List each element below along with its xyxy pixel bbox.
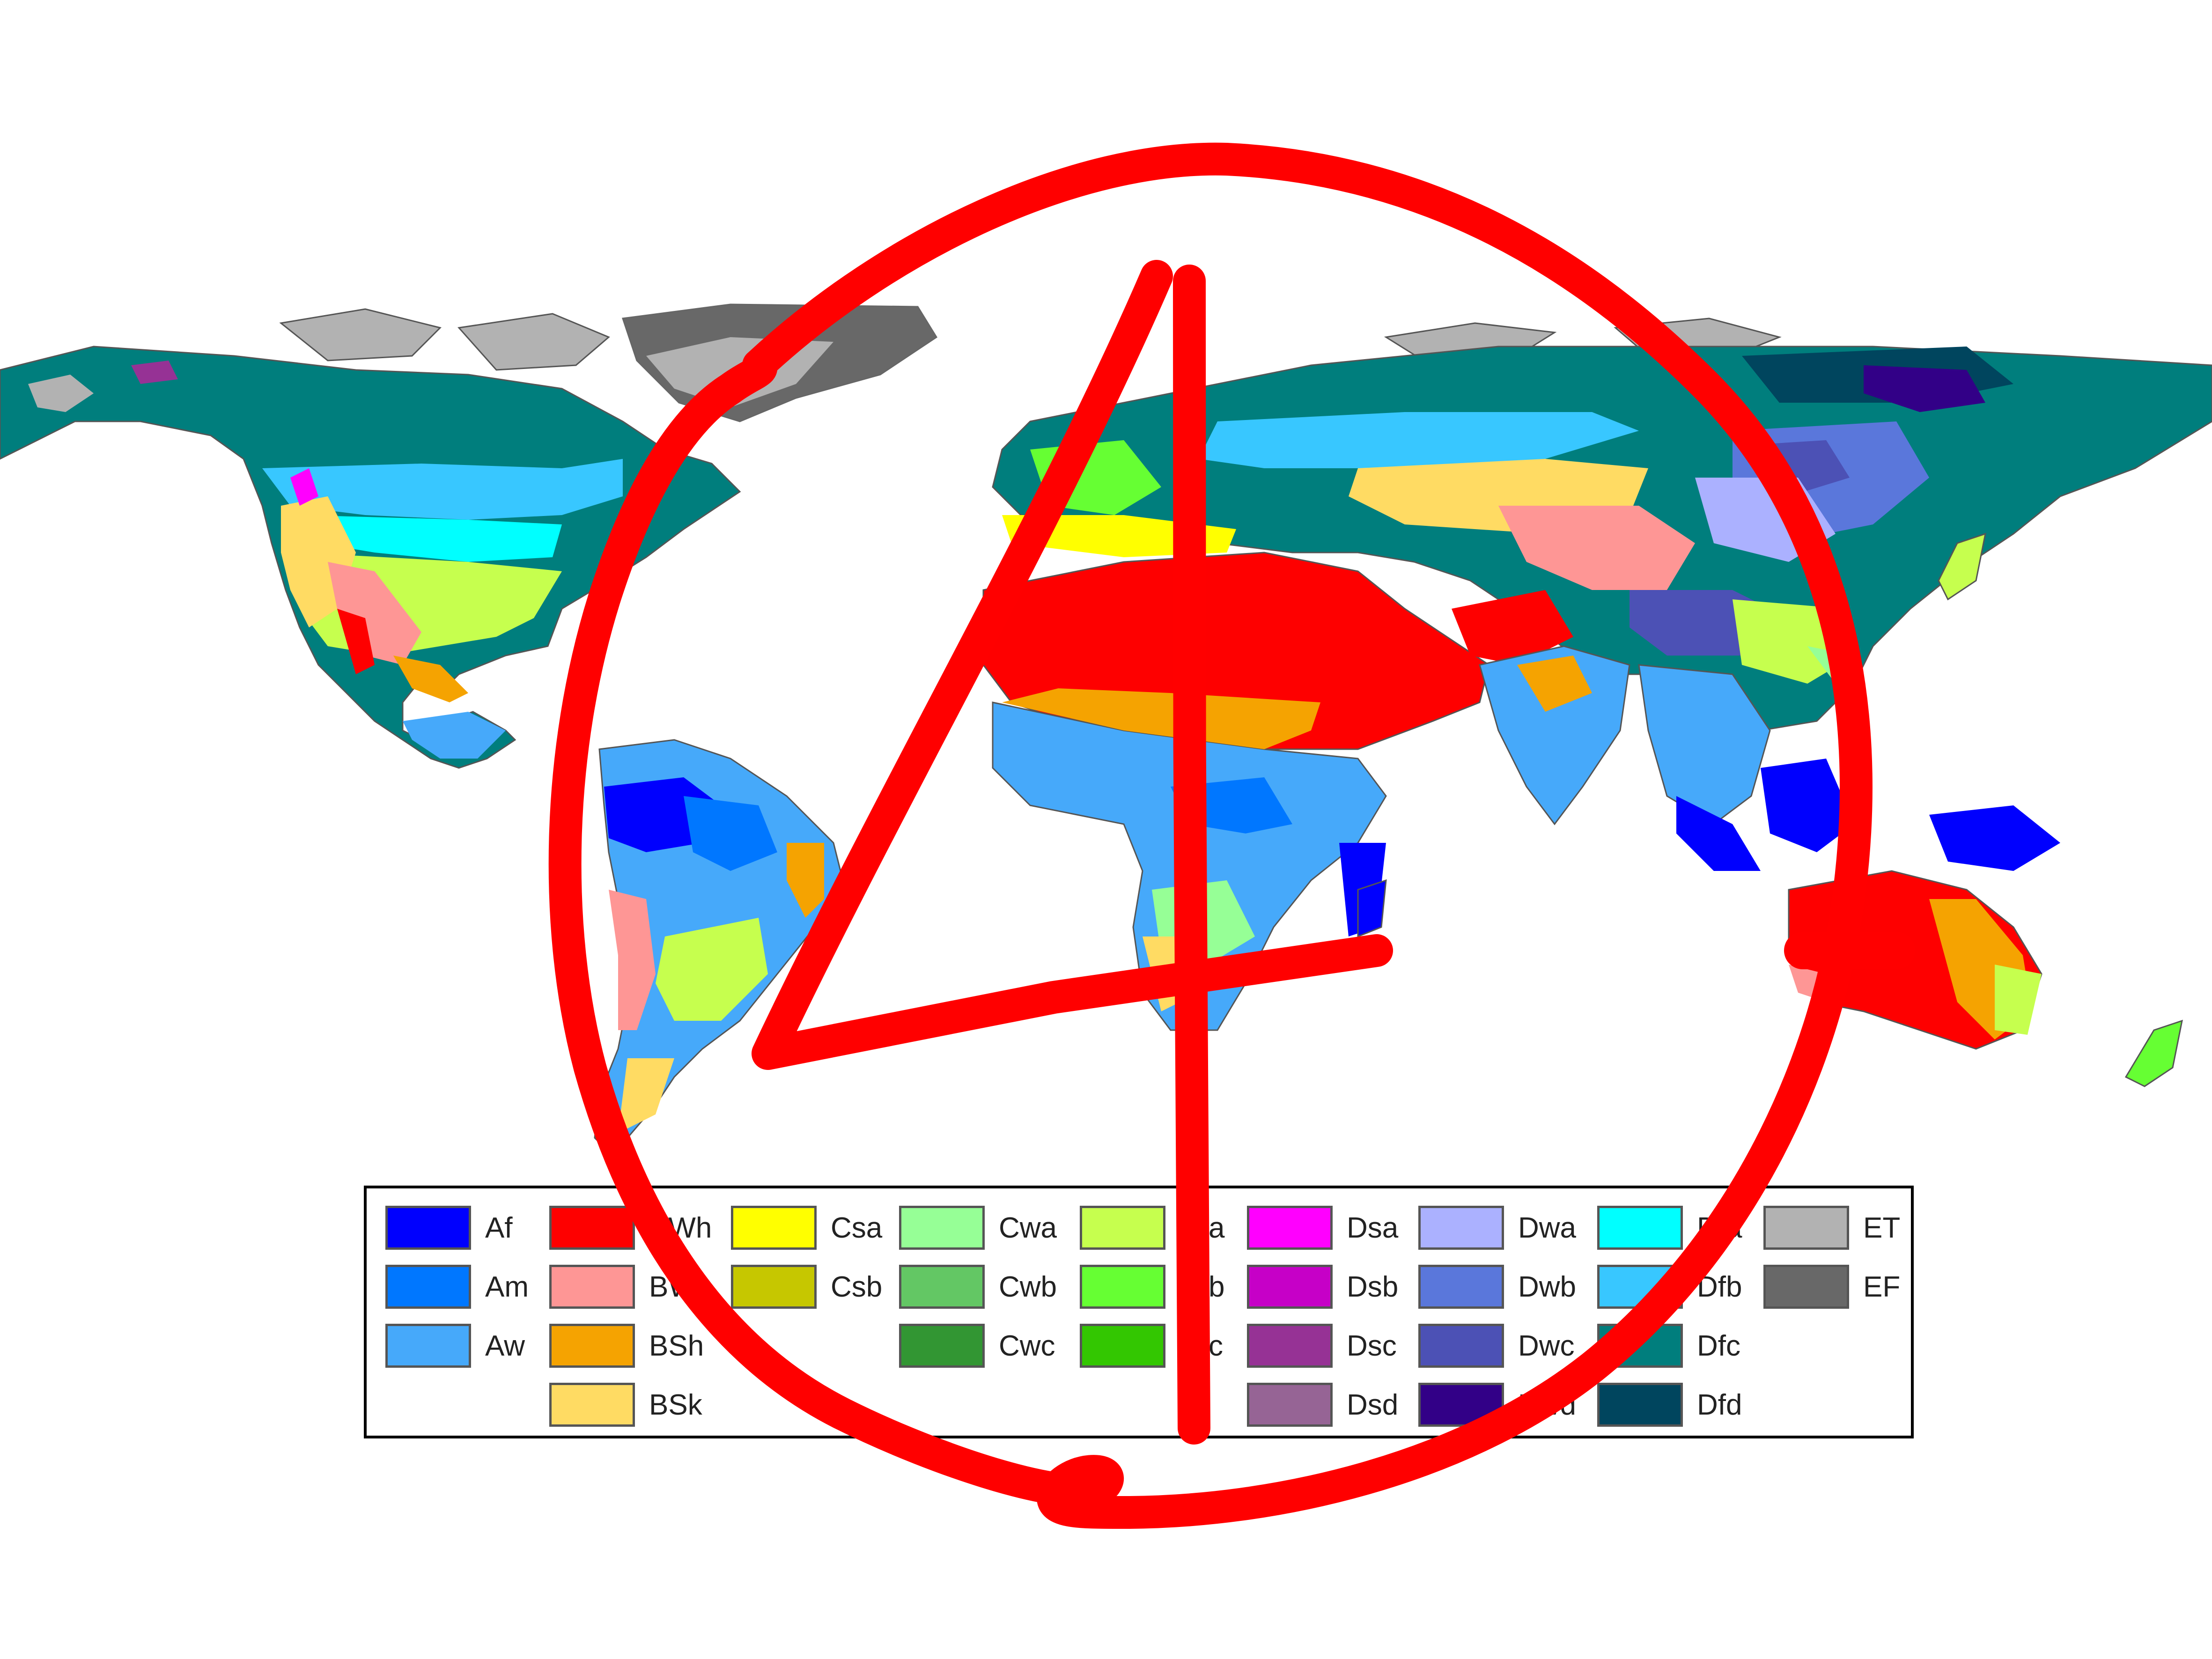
legend-label: BSk	[649, 1388, 702, 1421]
legend-item-dfd: Dfd	[1597, 1381, 1742, 1428]
legend-label: Aw	[485, 1329, 525, 1362]
legend-item-aw: Aw	[385, 1322, 525, 1369]
legend-label: Cwa	[999, 1211, 1057, 1244]
legend-label: EF	[1863, 1270, 1901, 1303]
legend-label: Csb	[831, 1270, 883, 1303]
legend-swatch	[1247, 1324, 1333, 1368]
legend-item-csa: Csa	[731, 1204, 882, 1251]
legend-label: BWk	[649, 1270, 710, 1303]
legend-label: Am	[485, 1270, 529, 1303]
legend-label: Dsd	[1347, 1388, 1399, 1421]
legend-swatch	[1247, 1383, 1333, 1427]
legend-swatch	[1763, 1206, 1849, 1250]
legend-swatch	[1597, 1206, 1683, 1250]
legend-item-et: ET	[1763, 1204, 1900, 1251]
legend-swatch	[1418, 1383, 1504, 1427]
legend-label: Cfb	[1180, 1270, 1225, 1303]
legend-label: Cfc	[1180, 1329, 1223, 1362]
legend-swatch	[1418, 1324, 1504, 1368]
legend-swatch	[549, 1206, 635, 1250]
legend-swatch	[1080, 1324, 1165, 1368]
legend-swatch	[899, 1206, 985, 1250]
legend-item-dfc: Dfc	[1597, 1322, 1740, 1369]
legend-item-dfb: Dfb	[1597, 1263, 1742, 1310]
legend-item-cfa: Cfa	[1080, 1204, 1224, 1251]
legend-item-bwh: BWh	[549, 1204, 712, 1251]
legend-swatch	[1247, 1265, 1333, 1309]
legend-swatch	[549, 1324, 635, 1368]
legend-swatch	[1763, 1265, 1849, 1309]
legend-label: Dfc	[1697, 1329, 1740, 1362]
legend-item-cwc: Cwc	[899, 1322, 1055, 1369]
legend: Af Am Aw BWh BWk BSh BSk Csa Csb Cwa C	[364, 1186, 1914, 1438]
legend-label: Dsb	[1347, 1270, 1399, 1303]
legend-item-dwb: Dwb	[1418, 1263, 1576, 1310]
legend-label: Dfd	[1697, 1388, 1742, 1421]
legend-item-am: Am	[385, 1263, 529, 1310]
legend-swatch	[385, 1265, 471, 1309]
legend-label: Dwa	[1518, 1211, 1577, 1244]
legend-item-cfb: Cfb	[1080, 1263, 1224, 1310]
legend-item-dsd: Dsd	[1247, 1381, 1398, 1428]
legend-label: Cfa	[1180, 1211, 1225, 1244]
legend-item-dfa: Dfa	[1597, 1204, 1742, 1251]
legend-item-ef: EF	[1763, 1263, 1900, 1310]
legend-swatch	[385, 1324, 471, 1368]
legend-item-cwa: Cwa	[899, 1204, 1057, 1251]
legend-label: Dfb	[1697, 1270, 1742, 1303]
legend-label: Cwb	[999, 1270, 1057, 1303]
legend-swatch	[1080, 1206, 1165, 1250]
legend-label: BWh	[649, 1211, 712, 1244]
legend-swatch	[1597, 1265, 1683, 1309]
legend-label: Dfa	[1697, 1211, 1742, 1244]
legend-label: Dwb	[1518, 1270, 1577, 1303]
legend-swatch	[549, 1265, 635, 1309]
legend-label: Dwd	[1518, 1388, 1577, 1421]
legend-swatch	[731, 1265, 817, 1309]
legend-swatch	[385, 1206, 471, 1250]
legend-item-cwb: Cwb	[899, 1263, 1057, 1310]
legend-swatch	[899, 1324, 985, 1368]
legend-label: Dwc	[1518, 1329, 1575, 1362]
legend-swatch	[1247, 1206, 1333, 1250]
legend-label: Csa	[831, 1211, 883, 1244]
legend-label: Af	[485, 1211, 513, 1244]
legend-label: Cwc	[999, 1329, 1055, 1362]
legend-item-dwd: Dwd	[1418, 1381, 1576, 1428]
legend-label: ET	[1863, 1211, 1901, 1244]
legend-swatch	[1597, 1324, 1683, 1368]
legend-item-csb: Csb	[731, 1263, 882, 1310]
legend-item-bsh: BSh	[549, 1322, 704, 1369]
legend-item-dwc: Dwc	[1418, 1322, 1575, 1369]
legend-swatch	[1418, 1265, 1504, 1309]
legend-swatch	[731, 1206, 817, 1250]
legend-item-dsb: Dsb	[1247, 1263, 1398, 1310]
legend-swatch	[1597, 1383, 1683, 1427]
legend-swatch	[549, 1383, 635, 1427]
legend-item-bsk: BSk	[549, 1381, 702, 1428]
legend-swatch	[1080, 1265, 1165, 1309]
legend-item-af: Af	[385, 1204, 513, 1251]
legend-swatch	[899, 1265, 985, 1309]
legend-item-bwk: BWk	[549, 1263, 710, 1310]
legend-item-dwa: Dwa	[1418, 1204, 1576, 1251]
legend-item-dsc: Dsc	[1247, 1322, 1397, 1369]
legend-item-dsa: Dsa	[1247, 1204, 1398, 1251]
legend-label: BSh	[649, 1329, 704, 1362]
legend-label: Dsc	[1347, 1329, 1397, 1362]
legend-item-cfc: Cfc	[1080, 1322, 1223, 1369]
legend-swatch	[1418, 1206, 1504, 1250]
legend-label: Dsa	[1347, 1211, 1399, 1244]
